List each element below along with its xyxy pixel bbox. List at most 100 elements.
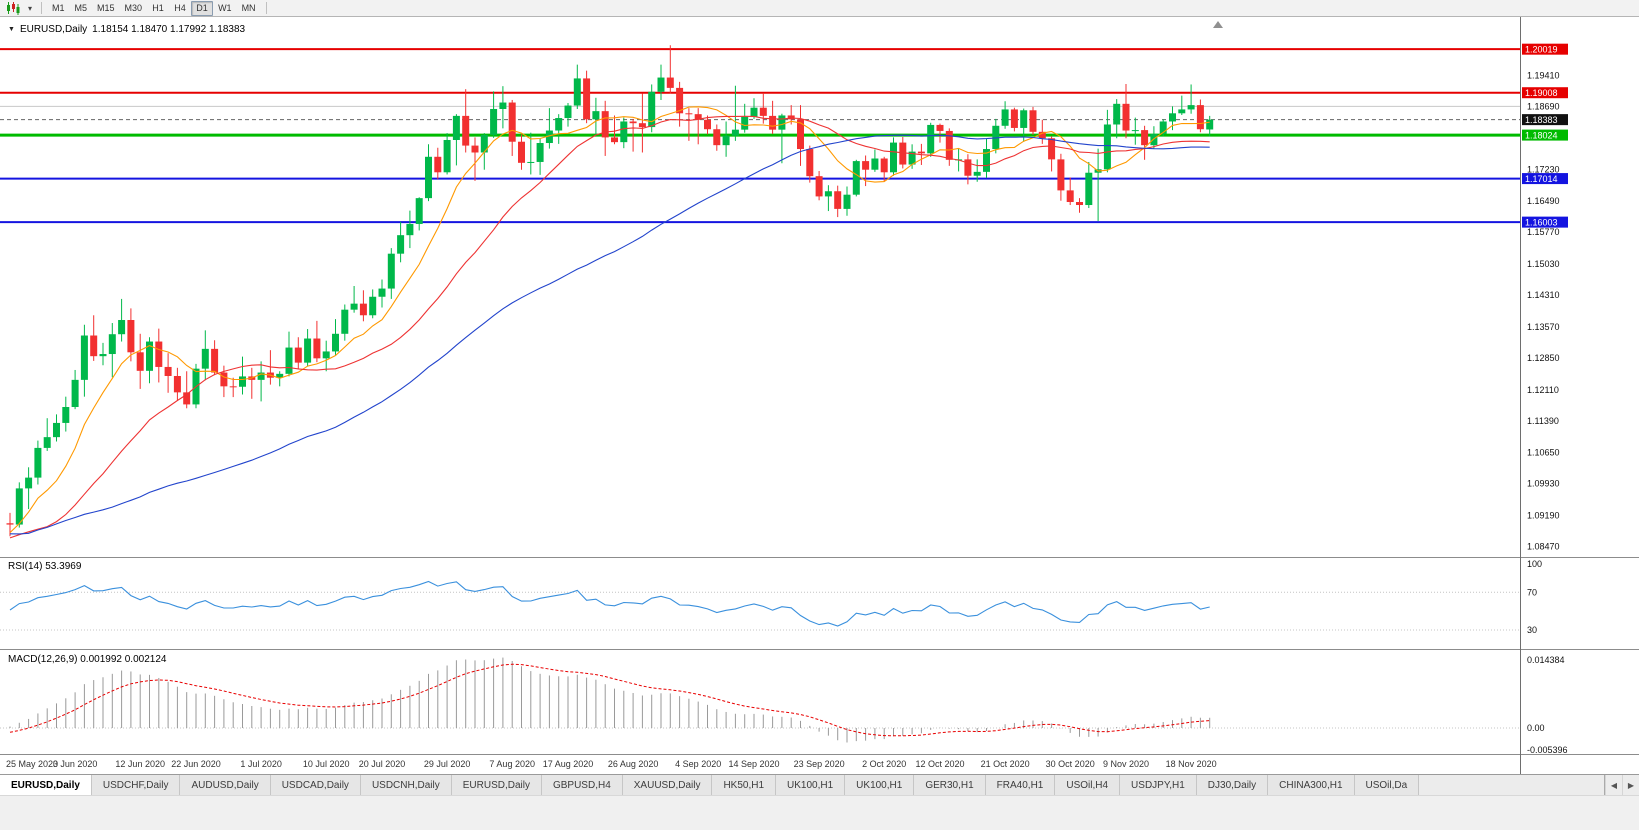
candle-body xyxy=(90,335,98,357)
candle-body xyxy=(917,151,925,154)
chart-tab-DJ30-Daily[interactable]: DJ30,Daily xyxy=(1196,775,1269,795)
candle-body xyxy=(1057,159,1065,191)
x-axis-date-label: 21 Oct 2020 xyxy=(981,759,1030,769)
chart-tab-USDCNH-Daily[interactable]: USDCNH,Daily xyxy=(360,775,452,795)
candle-body xyxy=(871,158,879,170)
chart-tab-EURUSD-Daily[interactable]: EURUSD,Daily xyxy=(451,775,542,795)
tabs-scroll-right-button[interactable]: ▶ xyxy=(1622,775,1639,795)
y-axis-tick-label: 1.15770 xyxy=(1527,227,1560,237)
x-axis-date-label: 22 Jun 2020 xyxy=(171,759,221,769)
chart-tab-USOil-H4[interactable]: USOil,H4 xyxy=(1055,775,1121,795)
chart-collapse-icon[interactable]: ▼ xyxy=(8,26,15,33)
candle-body xyxy=(480,134,488,153)
timeframe-button-M30[interactable]: M30 xyxy=(124,3,143,13)
chart-tab-EURUSD-Daily[interactable]: EURUSD,Daily xyxy=(0,775,92,795)
chart-tab-AUDUSD-Daily[interactable]: AUDUSD,Daily xyxy=(180,775,271,795)
chart-tab-UK100-H1[interactable]: UK100,H1 xyxy=(776,775,846,795)
candle-body xyxy=(164,366,172,376)
candle-body xyxy=(313,338,321,359)
candle-body xyxy=(983,149,990,172)
candle-body xyxy=(6,523,14,525)
price-tag-text: 1.16003 xyxy=(1525,217,1558,227)
candle-body xyxy=(899,142,907,165)
chart-tab-GER30-H1[interactable]: GER30,H1 xyxy=(914,775,986,795)
y-axis-tick-label: 1.12110 xyxy=(1527,385,1559,395)
chart-tab-USDJPY-H1[interactable]: USDJPY,H1 xyxy=(1120,775,1197,795)
chart-tab-XAUUSD-Daily[interactable]: XAUUSD,Daily xyxy=(622,775,713,795)
chart-tab-USDCAD-Daily[interactable]: USDCAD,Daily xyxy=(270,775,361,795)
candle-body xyxy=(666,77,674,88)
x-axis-date-label: 2 Oct 2020 xyxy=(862,759,906,769)
chart-tab-FRA40-H1[interactable]: FRA40,H1 xyxy=(985,775,1056,795)
timeframe-button-H1[interactable]: H1 xyxy=(152,3,164,13)
candle-body xyxy=(638,123,646,128)
candle-body xyxy=(927,124,935,154)
x-axis-date-label: 10 Jul 2020 xyxy=(303,759,350,769)
candle-body xyxy=(778,115,786,130)
candle-body xyxy=(257,372,265,380)
timeframe-button-MN[interactable]: MN xyxy=(241,3,256,13)
chart-tab-HK50-H1[interactable]: HK50,H1 xyxy=(712,775,777,795)
candle-body xyxy=(220,372,228,387)
candle-body xyxy=(155,341,163,367)
price-tag xyxy=(1522,173,1568,185)
candle-body xyxy=(1076,202,1083,206)
price-tag-text: 1.19008 xyxy=(1525,88,1558,98)
candle-body xyxy=(611,137,618,143)
candle-body xyxy=(592,111,600,120)
chart-tab-CHINA300-H1[interactable]: CHINA300,H1 xyxy=(1268,775,1355,795)
symbol-ohlc-line: ▼ EURUSD,Daily 1.18154 1.18470 1.17992 1… xyxy=(8,24,245,35)
chart-type-dropdown-caret-icon[interactable]: ▾ xyxy=(27,3,32,13)
candle-body xyxy=(843,194,851,209)
x-axis-date-label: 1 Jul 2020 xyxy=(240,759,282,769)
timeframe-button-D1[interactable]: D1 xyxy=(191,0,214,16)
rsi-indicator-label: RSI(14) 53.3969 xyxy=(8,561,82,572)
chart-shift-marker-icon xyxy=(1213,21,1223,28)
candle-body xyxy=(99,354,107,357)
price-tag xyxy=(1522,129,1568,141)
rsi-axis-tick-label: 100 xyxy=(1527,559,1542,569)
y-axis-tick-label: 1.09930 xyxy=(1527,479,1560,489)
candle-body xyxy=(490,108,498,135)
candle-body xyxy=(890,142,897,173)
tabs-scroll-left-button[interactable]: ◀ xyxy=(1605,775,1622,795)
chart-tab-UK100-H1[interactable]: UK100,H1 xyxy=(845,775,915,795)
timeframe-button-M1[interactable]: M1 xyxy=(52,3,65,13)
candle-body xyxy=(452,115,460,140)
candle-body xyxy=(285,347,293,374)
candle-body xyxy=(406,223,414,236)
status-bar xyxy=(0,795,1639,830)
timeframe-button-M5[interactable]: M5 xyxy=(74,3,88,13)
chart-tab-USDCHF-Daily[interactable]: USDCHF,Daily xyxy=(91,775,181,795)
timeframe-button-H4[interactable]: H4 xyxy=(174,3,186,13)
symbol-timeframe-label: EURUSD,Daily xyxy=(19,24,88,35)
macd-signal-line xyxy=(9,663,1210,737)
candle-body xyxy=(239,376,246,387)
x-axis-date-label: 17 Aug 2020 xyxy=(543,759,594,769)
y-axis-tick-label: 1.15030 xyxy=(1527,259,1560,269)
candle-body xyxy=(1122,103,1130,131)
macd-axis-tick-label: 0.014384 xyxy=(1527,655,1565,665)
candle-body xyxy=(304,338,312,363)
moving-average-50 xyxy=(9,134,1210,535)
rsi-axis-tick-label: 70 xyxy=(1527,587,1537,597)
candle-body xyxy=(434,156,442,173)
chart-canvas[interactable]: 1.20019 1.19008 1.18024 1.17014 1.16003 1.183… xyxy=(0,17,1639,774)
timeframe-button-M15[interactable]: M15 xyxy=(97,3,115,13)
x-axis-date-label: 30 Oct 2020 xyxy=(1046,759,1095,769)
chart-tab-GBPUSD-H4[interactable]: GBPUSD,H4 xyxy=(541,775,623,795)
candle-body xyxy=(173,375,181,393)
candle-body xyxy=(359,303,367,316)
candle-body xyxy=(1187,105,1195,110)
candle-body xyxy=(620,121,628,143)
candle-body xyxy=(880,158,888,173)
candle-body xyxy=(657,77,665,92)
chart-tab-USOil-Da[interactable]: USOil,Da xyxy=(1354,775,1420,795)
candle-body xyxy=(1103,124,1111,170)
chart-type-icon[interactable] xyxy=(3,1,23,16)
candle-body xyxy=(350,303,358,310)
candle-body xyxy=(136,352,144,371)
candle-body xyxy=(704,119,711,130)
timeframe-button-W1[interactable]: W1 xyxy=(218,3,232,13)
moving-average-8 xyxy=(9,106,1210,533)
